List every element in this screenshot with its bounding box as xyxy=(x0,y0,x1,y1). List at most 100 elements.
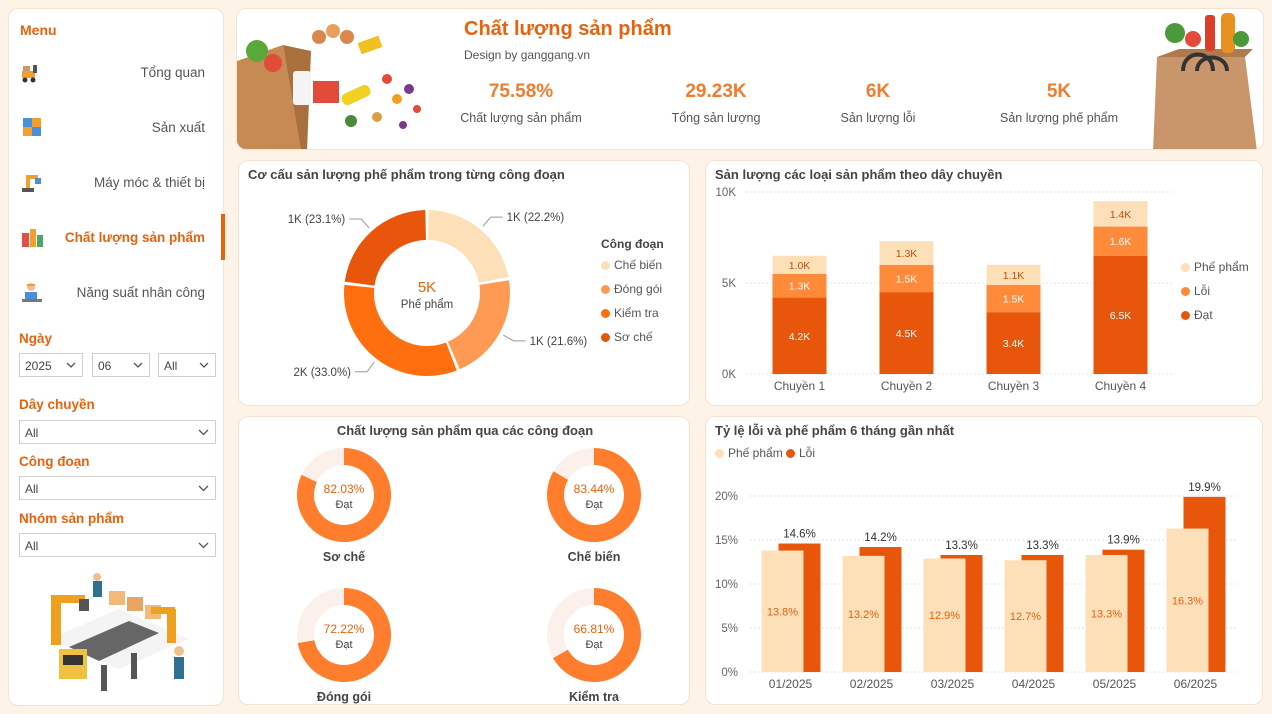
legend-item-loi[interactable]: Lỗi xyxy=(786,446,815,460)
bar-data-label: 14.2% xyxy=(864,532,897,544)
gauge-sub-label: Đạt xyxy=(335,499,352,511)
legend-item-che-bien[interactable]: Chế biến xyxy=(601,258,662,272)
group-filter-label: Nhóm sản phẩm xyxy=(19,511,125,526)
gauge-value: 66.81% xyxy=(574,622,615,636)
bar-data-label: 13.3% xyxy=(1026,540,1059,552)
donut-slice xyxy=(344,210,426,286)
bar-data-label: 1.5K xyxy=(1003,293,1025,305)
legend-item-dat[interactable]: Đạt xyxy=(1181,308,1213,322)
legend-label: Đóng gói xyxy=(614,282,663,296)
forklift-icon xyxy=(22,65,37,83)
sidebar-item-may-moc[interactable]: Máy móc & thiết bị xyxy=(9,159,225,205)
y-tick-label: 20% xyxy=(715,491,738,503)
bar-data-label: 16.3% xyxy=(1172,595,1203,607)
sidebar-item-chat-luong[interactable]: Chất lượng sản phẩm xyxy=(9,214,225,260)
kpi-quality: 75.58% Chất lượng sản phẩm xyxy=(436,81,606,125)
legend-label: Đạt xyxy=(1194,308,1213,322)
line-dropdown[interactable]: All xyxy=(19,420,216,444)
gauge-stage-name: Chế biến xyxy=(568,550,621,564)
stacked-bar-segment xyxy=(772,273,827,298)
stacked-bar-segment xyxy=(1093,201,1148,227)
year-dropdown[interactable]: 2025 xyxy=(19,353,83,377)
donut-slice xyxy=(344,284,457,376)
x-tick-label: 01/2025 xyxy=(769,677,813,691)
legend-item-dong-goi[interactable]: Đóng gói xyxy=(601,282,662,296)
rate-card: Tỷ lệ lỗi và phế phẩm 6 tháng gần nhất P… xyxy=(705,416,1263,705)
legend-item-kiem-tra[interactable]: Kiểm tra xyxy=(601,306,659,320)
bar-data-label: 14.6% xyxy=(783,529,816,541)
gauge-fill xyxy=(547,448,641,542)
bar-data-label: 4.5K xyxy=(896,328,918,340)
bar-data-label: 1.3K xyxy=(896,248,918,260)
day-dropdown[interactable]: All xyxy=(158,353,216,377)
legend-label: Chế biến xyxy=(614,258,663,272)
month-value: 06 xyxy=(98,359,112,373)
x-tick-label: 03/2025 xyxy=(931,677,975,691)
legend-dot xyxy=(1181,263,1190,272)
y-tick-label: 0K xyxy=(722,369,736,381)
bar-data-label: 1.1K xyxy=(1003,270,1025,282)
line-output-stacked-bar-chart: 0K 5K 10K 4.2K 1.3K 1.0K Chuyền 1 4.5K 1.5K 1.3K C… xyxy=(716,187,1174,393)
y-tick-label: 5% xyxy=(721,623,738,635)
legend-dot xyxy=(1181,311,1190,320)
legend-item-loi[interactable]: Lỗi xyxy=(1181,284,1210,298)
month-dropdown[interactable]: 06 xyxy=(92,353,150,377)
legend-item-phe-pham[interactable]: Phế phẩm xyxy=(1181,260,1249,274)
kpi-scrap: 5K Sản lượng phế phẩm xyxy=(974,81,1144,125)
bar-data-label: 13.2% xyxy=(848,609,879,621)
bar-data-label: 1.5K xyxy=(896,273,918,285)
donut-data-label: 1K (23.1%) xyxy=(288,214,346,226)
bar-phe-pham xyxy=(1166,528,1209,672)
gauge-value: 83.44% xyxy=(574,482,615,496)
bar-data-label: 19.9% xyxy=(1188,482,1221,494)
sidebar-item-label: Sản xuất xyxy=(151,119,205,135)
bar-phe-pham xyxy=(761,550,804,672)
line-output-card: Sản lượng các loại sản phẩm theo dây chu… xyxy=(705,160,1263,406)
legend-dot xyxy=(601,261,610,270)
stacked-bar-segment xyxy=(879,241,934,265)
donut-data-label: 1K (21.6%) xyxy=(530,336,588,348)
legend-label: Lỗi xyxy=(799,446,816,460)
y-tick-label: 15% xyxy=(715,535,738,547)
stacked-bar-segment xyxy=(986,284,1041,313)
legend-label: Phế phẩm xyxy=(728,446,783,460)
bar-data-label: 1.4K xyxy=(1110,209,1132,221)
donut-leader-line xyxy=(482,216,503,227)
y-tick-label: 10K xyxy=(716,187,737,199)
stage-dropdown[interactable]: All xyxy=(19,476,216,500)
kpi-label: Sản lượng phế phẩm xyxy=(999,111,1119,125)
gauge-value: 72.22% xyxy=(324,622,365,636)
gauge-sub-label: Đạt xyxy=(585,639,602,651)
donut-center-value: 5K xyxy=(418,279,436,296)
gauge-value: 82.03% xyxy=(324,482,365,496)
legend-dot xyxy=(601,309,610,318)
bar-phe-pham xyxy=(923,558,966,672)
sidebar-item-san-xuat[interactable]: Sản xuất xyxy=(9,104,225,150)
legend-dot xyxy=(786,449,795,458)
rate-clustered-bar-chart: 0% 5% 10% 15% 20% 14.6% 13.8% 01/2025 14.2% 13.2%… xyxy=(715,482,1236,691)
legend-label: Sơ chế xyxy=(614,330,653,344)
sidebar-item-tong-quan[interactable]: Tổng quan xyxy=(9,49,225,95)
bar-phe-pham xyxy=(1004,560,1047,672)
factory-illustration xyxy=(49,573,189,691)
donut-leader-line xyxy=(355,361,375,373)
x-tick-label: Chuyền 3 xyxy=(988,379,1040,393)
x-tick-label: 02/2025 xyxy=(850,677,894,691)
x-tick-label: Chuyền 2 xyxy=(881,379,933,393)
date-filter-label: Ngày xyxy=(19,331,53,346)
worker-icon xyxy=(22,283,42,302)
bar-data-label: 13.3% xyxy=(1091,608,1122,620)
robot-arm-icon xyxy=(22,175,41,192)
legend-item-so-che[interactable]: Sơ chế xyxy=(601,330,653,344)
kpi-label: Chất lượng sản phẩm xyxy=(460,111,582,125)
rate-title: Tỷ lệ lỗi và phế phẩm 6 tháng gần nhất xyxy=(715,423,955,438)
bar-data-label: 13.9% xyxy=(1107,535,1140,547)
donut-data-label: 2K (33.0%) xyxy=(293,367,351,379)
gauge-fill xyxy=(297,448,391,542)
sidebar: Menu Tổng quan Sản xuất Máy móc & thiết … xyxy=(8,8,225,706)
group-dropdown[interactable]: All xyxy=(19,533,216,557)
legend-item-phe-pham[interactable]: Phế phẩm xyxy=(715,446,783,460)
sidebar-item-label: Năng suất nhân công xyxy=(76,284,205,300)
sidebar-item-nang-suat[interactable]: Năng suất nhân công xyxy=(9,269,225,315)
legend-dot xyxy=(601,333,610,342)
